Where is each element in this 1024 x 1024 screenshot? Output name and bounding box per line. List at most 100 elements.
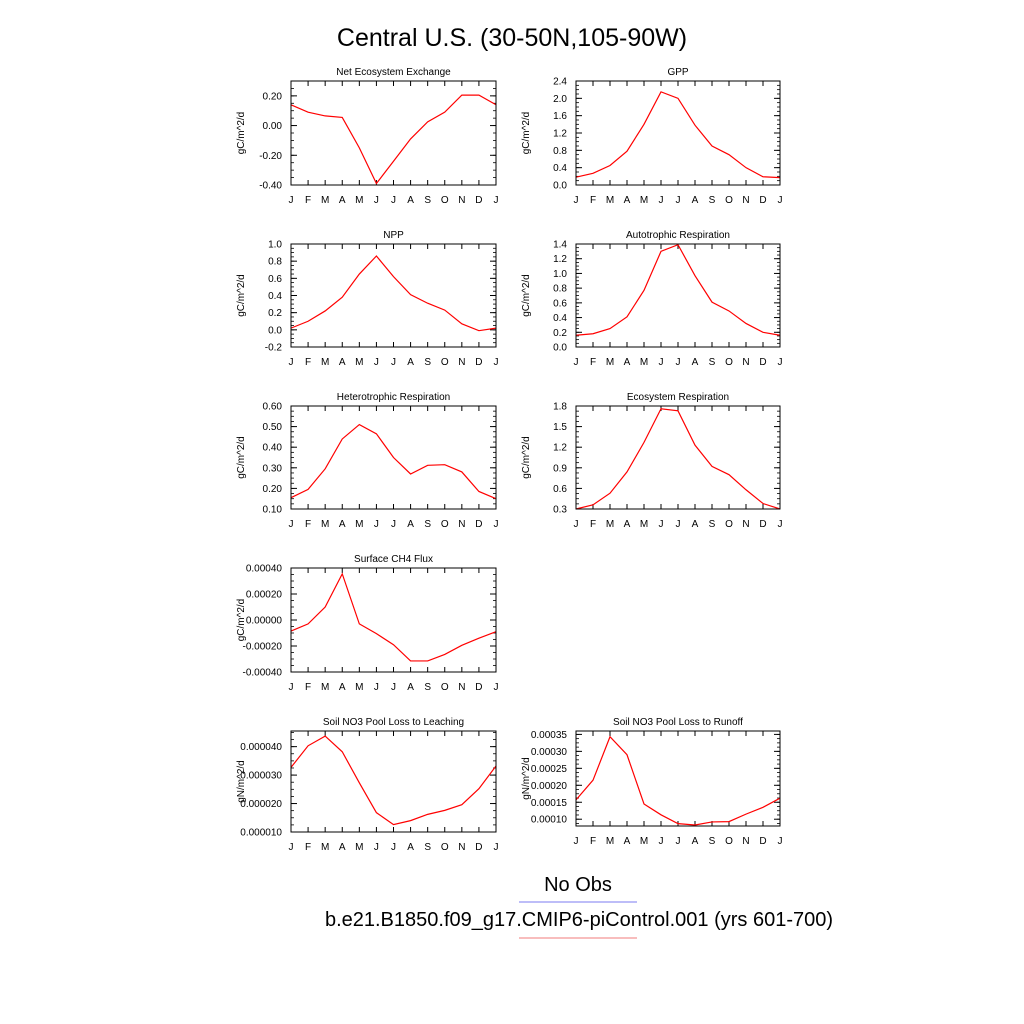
y-tick-label: 0.0 — [553, 343, 567, 354]
y-tick-label: -0.20 — [259, 151, 282, 162]
x-tick-label: D — [759, 357, 766, 368]
x-tick-label: A — [339, 357, 346, 368]
x-tick-label: J — [659, 357, 664, 368]
panel-title-soil-no3-pool-loss-to-runoff: Soil NO3 Pool Loss to Runoff — [613, 717, 743, 728]
x-tick-label: F — [590, 519, 596, 530]
x-tick-label: F — [305, 519, 311, 530]
y-tick-label: -0.00020 — [243, 642, 283, 653]
y-tick-label: 1.0 — [268, 240, 282, 251]
x-tick-label: J — [391, 519, 396, 530]
x-tick-label: J — [289, 682, 294, 693]
x-tick-label: D — [759, 195, 766, 206]
x-tick-label: N — [458, 195, 465, 206]
y-tick-label: 0.2 — [553, 328, 567, 339]
x-tick-label: F — [590, 357, 596, 368]
y-tick-label: 0.3 — [553, 505, 567, 516]
x-tick-label: J — [778, 195, 783, 206]
y-tick-label: 0.00010 — [531, 815, 568, 826]
x-tick-label: J — [374, 195, 379, 206]
x-tick-label: D — [475, 519, 482, 530]
x-tick-label: J — [374, 519, 379, 530]
x-tick-label: N — [458, 682, 465, 693]
x-tick-label: A — [407, 519, 414, 530]
y-tick-label: -0.00040 — [243, 668, 283, 679]
x-tick-label: J — [778, 519, 783, 530]
y-tick-label: 0.000040 — [240, 742, 282, 753]
y-tick-label: 2.0 — [553, 94, 567, 105]
x-tick-label: N — [458, 357, 465, 368]
y-axis-label-surface-ch4-flux: gC/m^2/d — [236, 599, 247, 642]
y-tick-label: 0.000020 — [240, 799, 282, 810]
x-tick-label: J — [778, 836, 783, 847]
y-tick-label: 0.00030 — [531, 747, 568, 758]
y-tick-label: 0.00000 — [246, 616, 283, 627]
x-tick-label: J — [676, 195, 681, 206]
y-tick-label: 0.0 — [268, 325, 282, 336]
x-tick-label: S — [709, 195, 716, 206]
y-tick-label: 0.8 — [553, 284, 567, 295]
x-tick-label: J — [676, 357, 681, 368]
plot-frame-gpp — [575, 80, 781, 186]
panel-title-soil-no3-pool-loss-to-leaching: Soil NO3 Pool Loss to Leaching — [323, 717, 464, 728]
x-tick-label: M — [606, 195, 614, 206]
x-tick-label: A — [624, 836, 631, 847]
x-tick-label: S — [709, 357, 716, 368]
x-tick-label: S — [424, 519, 431, 530]
series-line-soil-no3-pool-loss-to-runoff — [575, 735, 781, 826]
y-tick-label: 0.6 — [553, 298, 567, 309]
x-tick-label: J — [574, 519, 579, 530]
x-tick-label: D — [475, 195, 482, 206]
y-tick-label: 0.6 — [553, 484, 567, 495]
series-line-gpp — [575, 91, 781, 179]
series-line-net-ecosystem-exchange — [290, 94, 497, 185]
y-tick-label: 0.40 — [263, 443, 283, 454]
x-tick-label: M — [355, 682, 363, 693]
y-tick-label: 1.5 — [553, 422, 567, 433]
y-tick-label: 0.0 — [553, 181, 567, 192]
x-tick-label: J — [391, 357, 396, 368]
x-tick-label: A — [339, 195, 346, 206]
x-tick-label: A — [692, 519, 699, 530]
x-tick-label: F — [305, 842, 311, 853]
x-tick-label: J — [374, 842, 379, 853]
x-tick-label: M — [606, 519, 614, 530]
panel-title-gpp: GPP — [667, 67, 688, 78]
series-line-soil-no3-pool-loss-to-leaching — [290, 735, 497, 826]
series-line-ecosystem-respiration — [575, 408, 781, 510]
y-tick-label: -0.40 — [259, 181, 282, 192]
y-tick-label: 0.000030 — [240, 771, 282, 782]
x-tick-label: M — [355, 357, 363, 368]
x-tick-label: D — [759, 519, 766, 530]
y-tick-label: 0.000010 — [240, 828, 282, 839]
x-tick-label: A — [339, 682, 346, 693]
y-axis-label-net-ecosystem-exchange: gC/m^2/d — [236, 112, 247, 155]
panel-title-net-ecosystem-exchange: Net Ecosystem Exchange — [336, 67, 451, 78]
x-tick-label: J — [494, 195, 499, 206]
y-tick-label: 0.6 — [268, 274, 282, 285]
x-tick-label: F — [305, 357, 311, 368]
y-tick-label: 1.0 — [553, 269, 567, 280]
y-tick-label: 1.8 — [553, 402, 567, 413]
x-tick-label: J — [676, 836, 681, 847]
x-tick-label: J — [391, 842, 396, 853]
x-tick-label: A — [692, 357, 699, 368]
y-tick-label: 2.4 — [553, 77, 567, 88]
x-tick-label: M — [321, 195, 329, 206]
x-tick-label: J — [494, 682, 499, 693]
x-tick-label: O — [725, 195, 733, 206]
x-tick-label: J — [391, 195, 396, 206]
y-tick-label: 1.4 — [553, 240, 567, 251]
y-tick-label: 0.00 — [263, 121, 283, 132]
x-tick-label: J — [574, 195, 579, 206]
y-tick-label: 0.00025 — [531, 764, 568, 775]
x-tick-label: A — [339, 842, 346, 853]
x-tick-label: M — [321, 682, 329, 693]
panel-title-ecosystem-respiration: Ecosystem Respiration — [627, 392, 729, 403]
x-tick-label: A — [407, 357, 414, 368]
y-tick-label: 0.20 — [263, 91, 283, 102]
panel-title-surface-ch4-flux: Surface CH4 Flux — [354, 554, 433, 565]
